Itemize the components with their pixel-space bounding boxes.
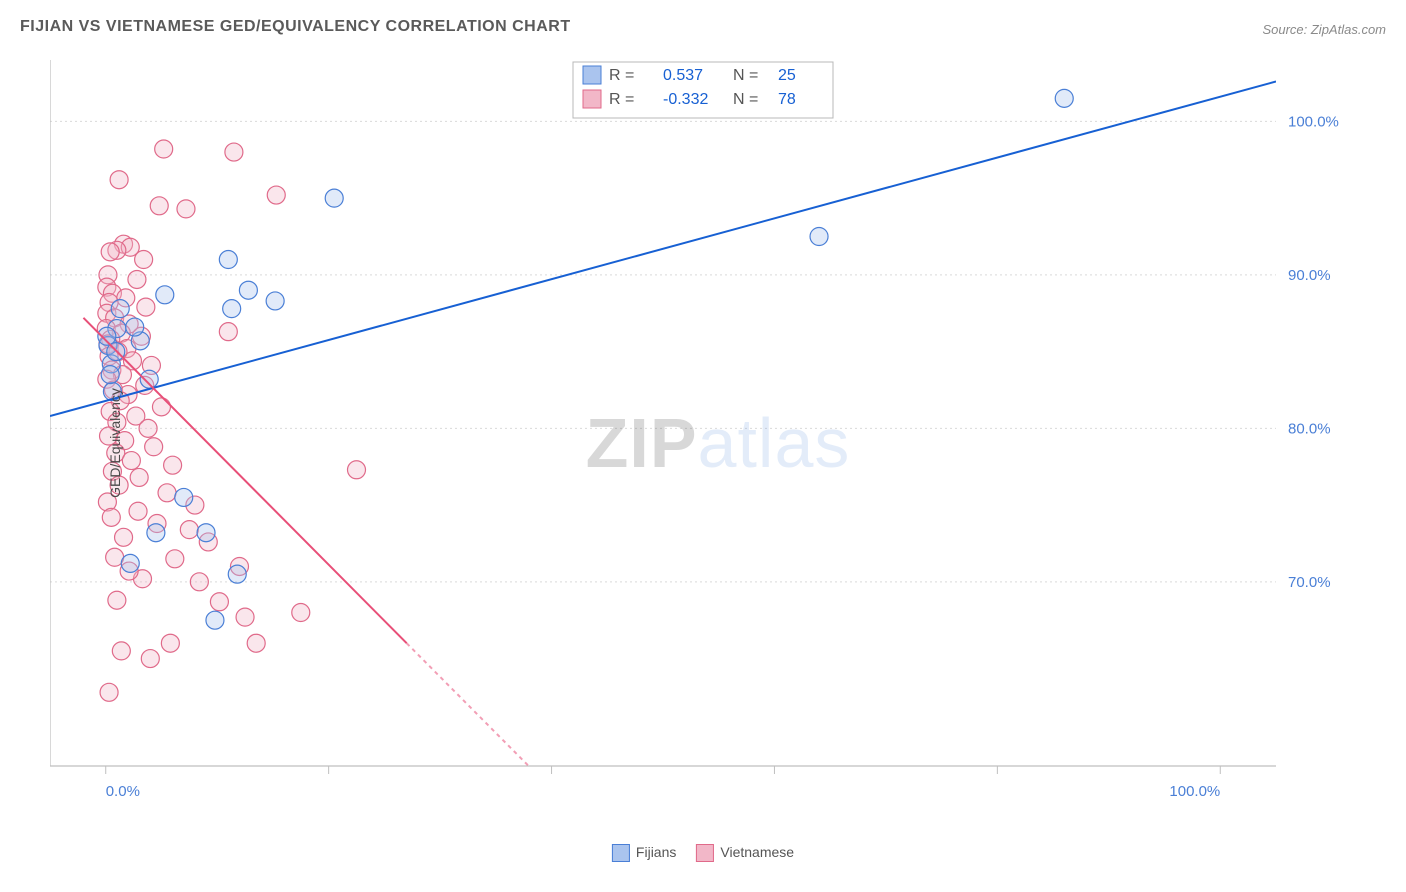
legend: Fijians Vietnamese: [612, 844, 794, 862]
legend-item-fijians: Fijians: [612, 844, 676, 862]
y-axis-label: GED/Equivalency: [107, 388, 123, 498]
legend-swatch-fijians: [612, 844, 630, 862]
plot-svg: 70.0% 80.0% 90.0% 100.0% 0.0% 100.0% R = 0.537 N…: [50, 56, 1386, 830]
svg-text:90.0%: 90.0%: [1288, 267, 1331, 284]
source-attribution: Source: ZipAtlas.com: [1262, 22, 1386, 37]
svg-text:N =: N =: [733, 91, 758, 108]
svg-text:N =: N =: [733, 67, 758, 84]
svg-text:100.0%: 100.0%: [1288, 113, 1339, 130]
legend-item-vietnamese: Vietnamese: [696, 844, 794, 862]
svg-text:-0.332: -0.332: [663, 91, 708, 108]
svg-text:80.0%: 80.0%: [1288, 420, 1331, 437]
svg-text:25: 25: [778, 67, 796, 84]
svg-text:100.0%: 100.0%: [1169, 783, 1220, 800]
svg-text:70.0%: 70.0%: [1288, 574, 1331, 591]
svg-text:78: 78: [778, 91, 796, 108]
svg-text:0.537: 0.537: [663, 67, 703, 84]
legend-swatch-vietnamese: [696, 844, 714, 862]
scatter-plot: 70.0% 80.0% 90.0% 100.0% 0.0% 100.0% R = 0.537 N…: [50, 56, 1386, 830]
legend-label-fijians: Fijians: [636, 844, 676, 860]
svg-text:R =: R =: [609, 91, 634, 108]
svg-text:0.0%: 0.0%: [106, 783, 140, 800]
legend-label-vietnamese: Vietnamese: [720, 844, 794, 860]
svg-text:R =: R =: [609, 67, 634, 84]
chart-title: FIJIAN VS VIETNAMESE GED/EQUIVALENCY COR…: [20, 18, 571, 36]
